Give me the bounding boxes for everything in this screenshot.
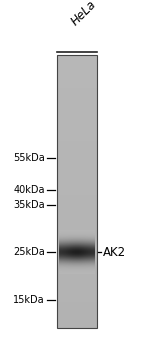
Text: 35kDa: 35kDa [13,200,45,210]
Text: HeLa: HeLa [69,0,99,28]
Text: 40kDa: 40kDa [14,185,45,195]
Text: 55kDa: 55kDa [13,153,45,163]
Text: 25kDa: 25kDa [13,247,45,257]
Bar [57,55,97,328]
Text: 15kDa: 15kDa [13,295,45,305]
Text: AK2: AK2 [103,245,126,259]
